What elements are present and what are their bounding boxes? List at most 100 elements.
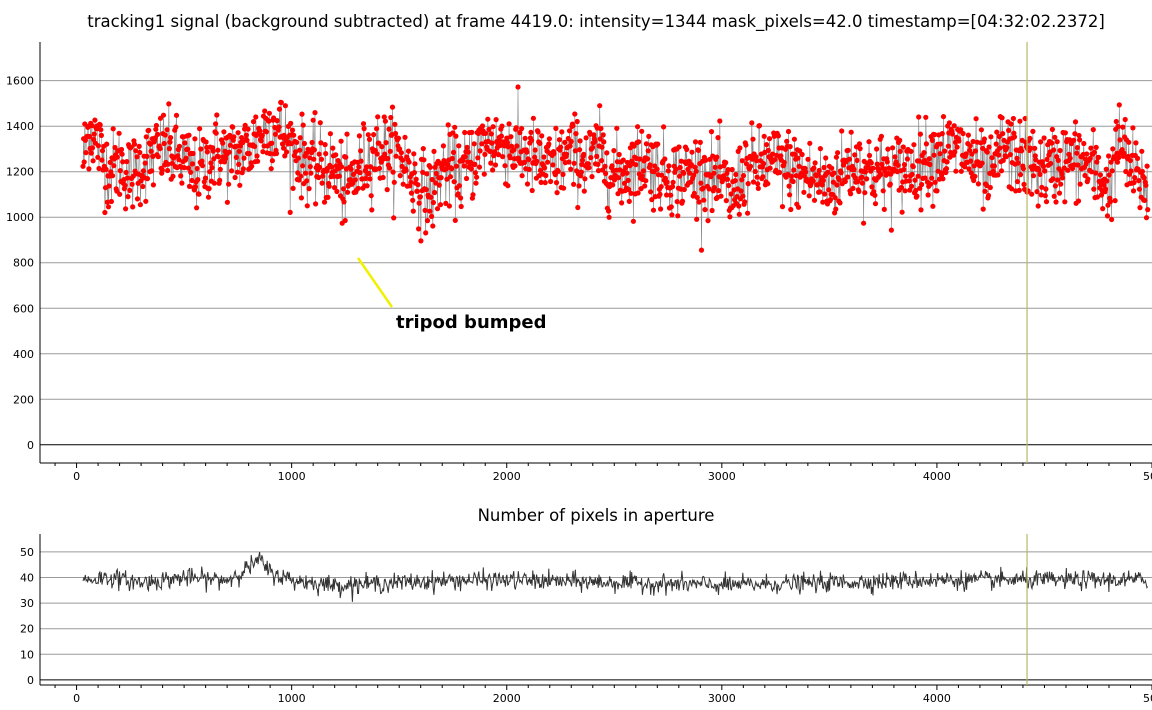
data-point[interactable] xyxy=(570,123,576,129)
data-point[interactable] xyxy=(417,194,423,200)
data-point[interactable] xyxy=(473,180,479,186)
data-point[interactable] xyxy=(529,187,535,194)
data-point[interactable] xyxy=(124,175,130,181)
data-point[interactable] xyxy=(361,126,367,132)
data-point[interactable] xyxy=(196,191,202,197)
data-point[interactable] xyxy=(915,173,921,179)
data-point[interactable] xyxy=(753,158,760,164)
data-point[interactable] xyxy=(702,207,708,213)
data-point[interactable] xyxy=(897,137,903,143)
data-point[interactable] xyxy=(647,162,653,168)
data-point[interactable] xyxy=(917,131,924,137)
data-point[interactable] xyxy=(524,149,530,155)
data-point[interactable] xyxy=(221,129,227,135)
data-point[interactable] xyxy=(1077,181,1083,187)
data-point[interactable] xyxy=(958,168,964,174)
data-point[interactable] xyxy=(769,151,776,157)
data-point[interactable] xyxy=(595,168,602,174)
data-point[interactable] xyxy=(452,124,458,130)
data-point[interactable] xyxy=(592,138,598,144)
data-point[interactable] xyxy=(803,169,809,175)
data-point[interactable] xyxy=(807,140,813,146)
data-point[interactable] xyxy=(898,184,905,191)
data-point[interactable] xyxy=(387,148,393,154)
data-point[interactable] xyxy=(1093,170,1099,176)
data-point[interactable] xyxy=(980,206,986,212)
data-point[interactable] xyxy=(815,172,821,178)
data-point[interactable] xyxy=(743,161,750,167)
data-point[interactable] xyxy=(363,164,370,170)
data-point[interactable] xyxy=(966,166,972,172)
data-point[interactable] xyxy=(257,128,263,134)
data-point[interactable] xyxy=(857,146,863,152)
data-point[interactable] xyxy=(792,151,798,157)
data-point[interactable] xyxy=(723,198,729,204)
data-point[interactable] xyxy=(848,129,854,135)
data-point[interactable] xyxy=(420,146,426,152)
data-point[interactable] xyxy=(515,84,521,90)
data-point[interactable] xyxy=(668,192,674,198)
data-point[interactable] xyxy=(832,195,838,201)
data-point[interactable] xyxy=(817,189,823,195)
data-point[interactable] xyxy=(120,159,126,165)
data-point[interactable] xyxy=(1007,152,1014,158)
data-point[interactable] xyxy=(724,176,731,182)
data-point[interactable] xyxy=(791,136,798,142)
data-point[interactable] xyxy=(211,156,217,162)
data-point[interactable] xyxy=(1003,154,1009,160)
data-point[interactable] xyxy=(1143,215,1150,221)
data-point[interactable] xyxy=(355,185,361,191)
data-point[interactable] xyxy=(617,167,623,173)
data-point[interactable] xyxy=(392,130,399,137)
data-point[interactable] xyxy=(988,134,994,140)
data-point[interactable] xyxy=(179,180,185,186)
data-point[interactable] xyxy=(297,147,303,153)
data-point[interactable] xyxy=(594,153,600,159)
data-point[interactable] xyxy=(246,151,252,157)
data-point[interactable] xyxy=(371,132,377,138)
data-point[interactable] xyxy=(726,182,732,189)
data-point[interactable] xyxy=(446,203,452,209)
data-point[interactable] xyxy=(95,154,101,160)
data-point[interactable] xyxy=(173,124,179,130)
data-point[interactable] xyxy=(140,168,146,174)
data-point[interactable] xyxy=(134,154,140,160)
data-point[interactable] xyxy=(202,175,209,181)
data-point[interactable] xyxy=(535,129,541,135)
data-point[interactable] xyxy=(1136,178,1142,184)
data-point[interactable] xyxy=(785,128,792,135)
data-point[interactable] xyxy=(687,170,693,176)
data-point[interactable] xyxy=(143,198,149,204)
data-point[interactable] xyxy=(317,120,323,126)
data-point[interactable] xyxy=(170,173,176,179)
data-point[interactable] xyxy=(546,136,553,142)
data-point[interactable] xyxy=(211,180,217,186)
data-point[interactable] xyxy=(338,138,344,144)
data-point[interactable] xyxy=(872,192,878,198)
data-point[interactable] xyxy=(128,144,134,150)
data-point[interactable] xyxy=(1085,176,1091,182)
data-point[interactable] xyxy=(107,159,113,165)
data-point[interactable] xyxy=(987,184,993,191)
data-point[interactable] xyxy=(998,168,1005,174)
data-point[interactable] xyxy=(445,162,451,168)
data-point[interactable] xyxy=(1016,187,1022,193)
data-point[interactable] xyxy=(694,216,700,222)
data-point[interactable] xyxy=(925,192,931,198)
data-point[interactable] xyxy=(380,174,386,181)
data-point[interactable] xyxy=(96,165,102,172)
data-point[interactable] xyxy=(631,143,637,149)
data-point[interactable] xyxy=(244,137,250,143)
data-point[interactable] xyxy=(1059,175,1066,181)
data-point[interactable] xyxy=(532,147,538,153)
data-point[interactable] xyxy=(206,186,212,192)
data-point[interactable] xyxy=(475,155,481,161)
data-point[interactable] xyxy=(1117,137,1123,143)
data-point[interactable] xyxy=(637,156,643,162)
data-point[interactable] xyxy=(1035,203,1041,209)
data-point[interactable] xyxy=(281,145,287,151)
data-point[interactable] xyxy=(778,153,784,159)
data-point[interactable] xyxy=(666,163,672,169)
data-point[interactable] xyxy=(598,125,604,132)
data-point[interactable] xyxy=(839,128,845,134)
